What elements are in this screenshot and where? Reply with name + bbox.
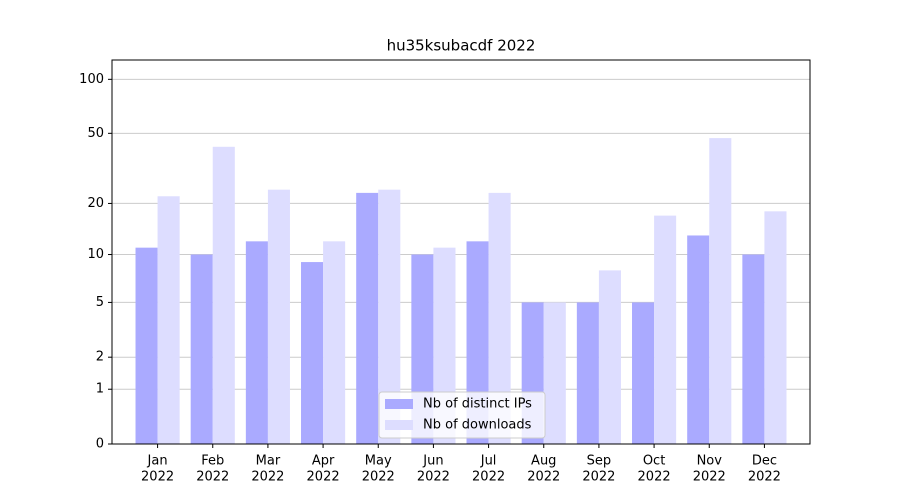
x-tick-label: 2022 [362,470,395,485]
bar [267,189,290,444]
x-tick-label: 2022 [417,470,450,485]
bar [157,196,180,444]
bar [654,215,677,444]
x-tick-label: 2022 [693,470,726,485]
x-tick-label: 2022 [638,470,671,485]
bar [598,270,621,444]
bar [378,189,401,444]
x-tick-label: 2022 [307,470,340,485]
x-tick-label: Feb [201,454,224,469]
bar [245,241,268,444]
x-tick-label: 2022 [582,470,615,485]
x-tick-label: Mar [256,454,281,469]
bar [356,192,379,444]
chart-title: hu35ksubacdf 2022 [387,37,536,55]
x-tick-label: Dec [752,454,777,469]
bar [687,235,710,444]
y-tick-label: 100 [79,72,104,87]
y-tick-label: 2 [96,350,104,365]
x-tick-label: Aug [531,454,556,469]
bar [190,254,213,444]
y-tick-label: 10 [87,247,104,262]
x-tick-label: 2022 [472,470,505,485]
bar [488,192,511,444]
x-tick-label: Sep [587,454,612,469]
bar [742,254,765,444]
x-tick-label: 2022 [251,470,284,485]
bar [543,302,566,444]
legend-label: Nb of downloads [423,418,532,433]
legend-swatch [385,399,413,409]
legend-box [378,391,546,439]
bar [323,241,346,444]
y-tick-label: 0 [96,437,104,452]
legend-label: Nb of distinct IPs [423,397,532,412]
bar [576,302,599,444]
x-tick-label: Jun [422,454,443,469]
bar [301,262,324,444]
x-tick-label: 2022 [748,470,781,485]
legend-swatch [385,420,413,430]
x-tick-label: Oct [643,454,665,469]
bar [212,146,235,444]
x-tick-label: Jan [147,454,168,469]
x-tick-label: 2022 [527,470,560,485]
y-tick-label: 50 [87,126,104,141]
x-tick-label: 2022 [196,470,229,485]
x-tick-label: Jul [480,454,497,469]
plot-frame [111,59,811,445]
x-tick-label: May [365,454,392,469]
y-tick-label: 5 [96,295,104,310]
y-tick-label: 1 [96,382,104,397]
x-tick-label: 2022 [141,470,174,485]
y-tick-label: 20 [87,196,104,211]
bar [632,302,655,444]
bar [135,247,158,444]
bar [709,138,732,444]
bar [764,211,787,444]
x-tick-label: Apr [312,454,335,469]
x-tick-label: Nov [697,454,723,469]
